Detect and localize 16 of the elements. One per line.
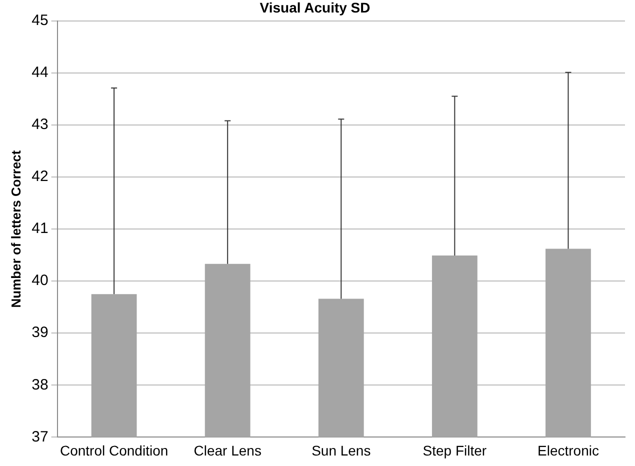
y-tick-label: 44 <box>32 64 48 81</box>
y-tick-label: 41 <box>32 220 48 238</box>
x-tick-label: Electronic <box>537 442 599 458</box>
y-tick-label: 39 <box>32 324 48 342</box>
y-axis-title: Number of letters Correct <box>8 150 24 308</box>
chart-title: Visual Acuity SD <box>260 0 370 16</box>
y-tick-label: 40 <box>32 272 48 290</box>
x-tick-label: Clear Lens <box>194 442 262 458</box>
y-tick-label: 37 <box>32 428 48 446</box>
x-tick-label: Step Filter <box>422 442 487 458</box>
x-tick-label: Sun Lens <box>312 442 371 458</box>
y-tick-label: 45 <box>32 12 48 29</box>
x-tick-label: Control Condition <box>60 442 168 458</box>
y-tick-label: 42 <box>32 168 48 186</box>
y-tick-label: 43 <box>32 116 48 134</box>
y-tick-label: 38 <box>32 376 48 394</box>
